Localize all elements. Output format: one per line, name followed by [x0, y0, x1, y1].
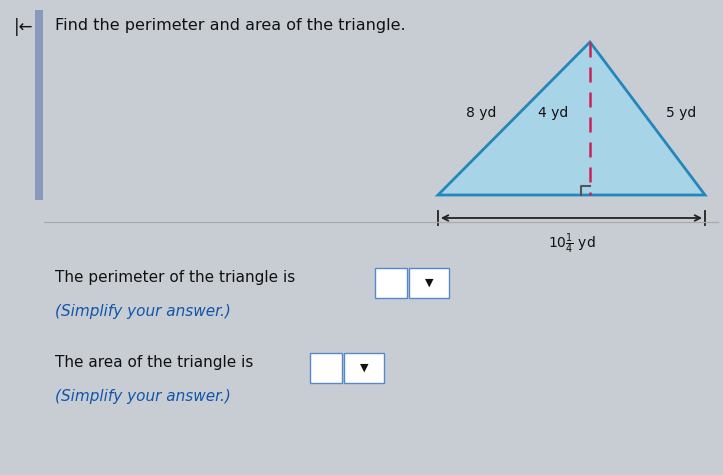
Bar	[310, 353, 342, 383]
Text: $10\frac{1}{4}$ yd: $10\frac{1}{4}$ yd	[547, 232, 595, 256]
Text: 5 yd: 5 yd	[665, 106, 696, 121]
Text: |←: |←	[14, 18, 33, 36]
Bar	[409, 268, 449, 298]
Polygon shape	[438, 42, 705, 195]
Text: Find the perimeter and area of the triangle.: Find the perimeter and area of the trian…	[55, 18, 406, 33]
Text: (Simplify your answer.): (Simplify your answer.)	[55, 304, 231, 319]
Bar	[344, 353, 384, 383]
Text: The perimeter of the triangle is: The perimeter of the triangle is	[55, 270, 295, 285]
Text: The area of the triangle is: The area of the triangle is	[55, 355, 253, 370]
Text: 4 yd: 4 yd	[538, 106, 568, 121]
Text: 8 yd: 8 yd	[466, 106, 496, 121]
Bar	[35, 10, 43, 200]
Text: ▼: ▼	[360, 363, 368, 373]
Text: ▼: ▼	[424, 278, 433, 288]
Text: (Simplify your answer.): (Simplify your answer.)	[55, 389, 231, 404]
Bar	[375, 268, 407, 298]
